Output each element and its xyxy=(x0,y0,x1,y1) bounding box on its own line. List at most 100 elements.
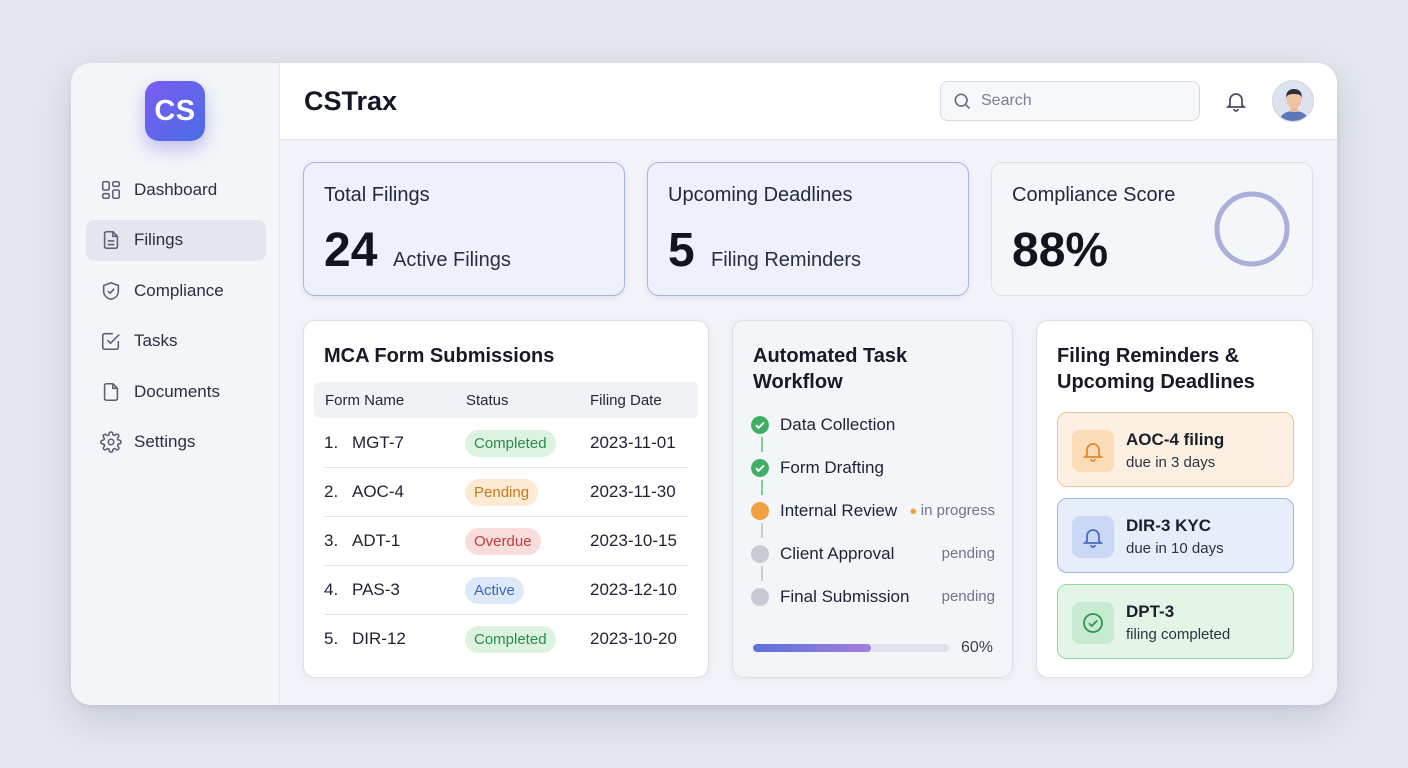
sidebar-item-label: Documents xyxy=(134,381,220,401)
table-row[interactable]: 5. DIR-12 Completed 2023-10-20 xyxy=(324,615,688,664)
column-header-filing-date: Filing Date xyxy=(590,392,662,409)
stat-unit: Active Filings xyxy=(393,249,511,271)
sidebar-item-label: Compliance xyxy=(134,280,224,300)
workflow-step-client-approval[interactable]: Client Approval pending xyxy=(751,543,995,565)
sidebar-nav: Dashboard Filings Compliance Tasks xyxy=(86,169,266,472)
stat-label: Compliance Score xyxy=(1012,184,1176,206)
step-status: pending xyxy=(941,545,995,562)
sidebar-item-dashboard[interactable]: Dashboard xyxy=(86,169,266,210)
step-label: Internal Review xyxy=(780,501,898,520)
reminder-subtitle: due in 10 days xyxy=(1126,540,1224,557)
step-label: Final Submission xyxy=(780,587,910,606)
total-filings-card[interactable]: Total Filings 24 Active Filings xyxy=(303,162,625,296)
table-row[interactable]: 1. MGT-7 Completed 2023-11-01 xyxy=(324,419,688,468)
step-status: pending xyxy=(941,588,995,605)
reminder-icon xyxy=(1072,430,1114,472)
bell-icon xyxy=(1225,93,1247,112)
status-badge: Completed xyxy=(465,430,556,457)
form-name: AOC-4 xyxy=(352,482,404,501)
dashboard-icon xyxy=(101,180,121,199)
reminder-card-dir-3-kyc[interactable]: DIR-3 KYC due in 10 days xyxy=(1057,498,1294,573)
user-avatar-icon xyxy=(1273,81,1313,121)
avatar[interactable] xyxy=(1272,80,1314,122)
workflow-progress-fill xyxy=(753,644,871,652)
sidebar-item-settings[interactable]: Settings xyxy=(86,422,266,463)
upcoming-deadlines-card[interactable]: Upcoming Deadlines 5 Filing Reminders xyxy=(647,162,969,296)
document-icon xyxy=(103,382,119,401)
workflow-progress-label: 60% xyxy=(961,639,994,656)
stat-unit: Filing Reminders xyxy=(711,249,862,271)
compliance-score-card[interactable]: Compliance Score 88% xyxy=(991,162,1313,296)
notifications-button[interactable] xyxy=(1224,89,1248,113)
reminder-title: AOC-4 filing xyxy=(1126,430,1225,449)
compliance-ring xyxy=(1214,191,1290,267)
sidebar-item-label: Dashboard xyxy=(134,179,218,199)
sidebar-item-filings[interactable]: Filings xyxy=(86,219,266,261)
sidebar-item-label: Tasks xyxy=(134,331,178,350)
panel-title-line: Workflow xyxy=(753,371,843,393)
stat-value: 5 xyxy=(668,224,695,277)
row-index: 5. xyxy=(324,629,339,648)
panel-title: MCA Form Submissions xyxy=(324,345,555,367)
filing-date: 2023-10-20 xyxy=(590,629,677,648)
reminder-card-aoc-4[interactable]: AOC-4 filing due in 3 days xyxy=(1057,412,1294,487)
workflow-panel: Automated Task Workflow Data Collection … xyxy=(732,320,1013,678)
status-badge: Overdue xyxy=(465,528,541,555)
step-label: Form Drafting xyxy=(780,458,884,477)
row-index: 3. xyxy=(324,531,339,550)
stat-value: 88% xyxy=(1012,224,1109,277)
table-header: Form Name Status Filing Date xyxy=(314,382,698,418)
filing-date: 2023-10-15 xyxy=(590,531,677,550)
row-index: 4. xyxy=(324,580,339,599)
checkbox-icon xyxy=(101,332,120,351)
pending-dot-icon xyxy=(751,588,769,606)
sidebar-item-tasks[interactable]: Tasks xyxy=(86,321,266,362)
status-badge: Completed xyxy=(465,626,556,653)
search-input[interactable] xyxy=(981,92,1181,110)
form-name: DIR-12 xyxy=(352,629,406,648)
row-index: 2. xyxy=(324,482,339,501)
bell-icon xyxy=(1082,529,1104,548)
reminder-title: DIR-3 KYC xyxy=(1126,516,1212,535)
step-connector xyxy=(761,566,763,581)
search-icon xyxy=(954,93,971,110)
step-connector xyxy=(761,480,763,495)
filing-date: 2023-11-30 xyxy=(590,482,676,501)
column-header-form-name: Form Name xyxy=(325,392,405,409)
table-row[interactable]: 3. ADT-1 Overdue 2023-10-15 xyxy=(324,517,688,566)
workflow-step-internal-review[interactable]: Internal Review ● in progress xyxy=(751,500,995,522)
workflow-step-final-submission[interactable]: Final Submission pending xyxy=(751,586,995,608)
search-box[interactable] xyxy=(940,81,1200,121)
reminders-panel: Filing Reminders & Upcoming Deadlines AO… xyxy=(1036,320,1313,678)
workflow-step-data-collection[interactable]: Data Collection xyxy=(751,414,995,436)
workflow-step-form-drafting[interactable]: Form Drafting xyxy=(751,457,995,479)
form-name: ADT-1 xyxy=(352,531,401,550)
shield-icon xyxy=(102,281,120,300)
page-title: CSTrax xyxy=(304,86,398,116)
panel-title: Automated Task Workflow xyxy=(753,343,907,395)
stat-label: Upcoming Deadlines xyxy=(668,184,853,206)
sidebar-item-label: Filings xyxy=(134,230,184,249)
step-status: ● in progress xyxy=(909,502,995,519)
check-circle-icon xyxy=(751,416,769,434)
sidebar-item-compliance[interactable]: Compliance xyxy=(86,270,266,311)
pending-dot-icon xyxy=(751,545,769,563)
bell-icon xyxy=(1082,443,1104,462)
gear-icon xyxy=(100,431,122,453)
row-index: 1. xyxy=(324,433,339,452)
reminder-subtitle: due in 3 days xyxy=(1126,454,1216,471)
step-connector xyxy=(761,437,763,452)
reminder-card-dpt-3[interactable]: DPT-3 filing completed xyxy=(1057,584,1294,659)
sidebar-item-documents[interactable]: Documents xyxy=(86,371,266,412)
reminder-title: DPT-3 xyxy=(1126,602,1175,621)
compliance-ring-arc xyxy=(1214,191,1290,267)
panel-title: Filing Reminders & Upcoming Deadlines xyxy=(1057,343,1255,395)
app-window: CS Dashboard Filings Compli xyxy=(71,63,1337,705)
status-badge: Pending xyxy=(465,479,539,506)
step-label: Client Approval xyxy=(780,544,895,563)
reminder-subtitle: filing completed xyxy=(1126,626,1231,643)
main-content: CSTrax xyxy=(280,63,1337,705)
check-circle-icon xyxy=(1083,613,1103,633)
table-row[interactable]: 2. AOC-4 Pending 2023-11-30 xyxy=(324,468,688,517)
table-row[interactable]: 4. PAS-3 Active 2023-12-10 xyxy=(324,566,688,615)
